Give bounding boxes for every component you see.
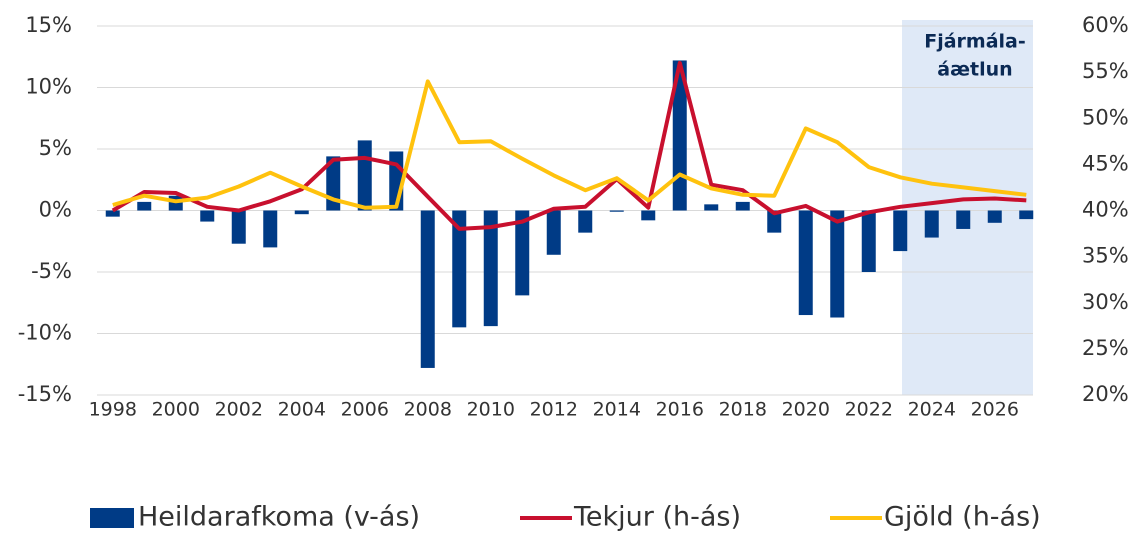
bar: [263, 210, 278, 248]
x-tick-label: 2002: [215, 399, 263, 421]
bar: [1019, 210, 1034, 220]
bar: [735, 201, 750, 211]
bar: [294, 210, 309, 215]
legend-swatch: [90, 508, 134, 528]
bar: [105, 210, 120, 217]
y2-tick-label: 30%: [1082, 290, 1129, 314]
bar: [672, 60, 687, 211]
legend-label: Tekjur (h-ás): [573, 502, 741, 533]
y-tick-label: -15%: [18, 382, 72, 406]
y2-tick-label: 60%: [1082, 13, 1129, 37]
x-tick-label: 2022: [845, 399, 893, 421]
x-tick-label: 2008: [404, 399, 452, 421]
x-tick-label: 2012: [530, 399, 578, 421]
x-tick-label: 2020: [782, 399, 830, 421]
bar: [798, 210, 813, 316]
bar: [546, 210, 561, 255]
bar: [231, 210, 246, 244]
bar: [924, 210, 939, 238]
bar: [641, 210, 656, 221]
bar: [515, 210, 530, 296]
bar: [704, 204, 719, 211]
line: [111, 60, 1027, 231]
bar: [830, 210, 845, 318]
legend-label: Heildarafkoma (v-ás): [138, 502, 420, 533]
x-tick-label: 2006: [341, 399, 389, 421]
bar: [137, 201, 152, 211]
annotation: áætlun: [937, 59, 1012, 81]
y2-tick-label: 50%: [1082, 105, 1129, 129]
bar: [987, 210, 1002, 223]
bar: [609, 210, 624, 212]
bar: [893, 210, 908, 252]
y2-tick-label: 40%: [1082, 198, 1129, 222]
y-tick-label: 15%: [25, 13, 72, 37]
bar: [452, 210, 467, 328]
x-tick-label: 2018: [719, 399, 767, 421]
bar: [956, 210, 971, 229]
y2-tick-label: 25%: [1082, 336, 1129, 360]
x-tick-label: 2026: [971, 399, 1019, 421]
bar: [420, 210, 435, 368]
x-tick-label: 2000: [152, 399, 200, 421]
line: [112, 79, 1027, 210]
legend-label: Gjöld (h-ás): [884, 502, 1041, 533]
y2-tick-label: 55%: [1082, 59, 1129, 83]
x-tick-label: 2014: [593, 399, 641, 421]
y-tick-label: 10%: [25, 75, 72, 99]
y-tick-label: 5%: [39, 136, 72, 160]
x-tick-label: 2004: [278, 399, 326, 421]
bar: [861, 210, 876, 272]
bar: [200, 210, 215, 222]
annotation: Fjármála-: [924, 31, 1026, 53]
bar: [357, 140, 372, 211]
y-tick-label: 0%: [39, 198, 72, 222]
x-tick-label: 2016: [656, 399, 704, 421]
bar: [578, 210, 593, 233]
x-tick-label: 2024: [908, 399, 956, 421]
y-tick-label: -10%: [18, 321, 72, 345]
y2-tick-label: 20%: [1082, 382, 1129, 406]
bar: [767, 210, 782, 233]
forecast-shade: [902, 20, 1033, 395]
y2-tick-label: 45%: [1082, 151, 1129, 175]
y-tick-label: -5%: [31, 259, 72, 283]
bar: [483, 210, 498, 327]
y2-tick-label: 35%: [1082, 244, 1129, 268]
x-tick-label: 2010: [467, 399, 515, 421]
x-tick-label: 1998: [89, 399, 137, 421]
